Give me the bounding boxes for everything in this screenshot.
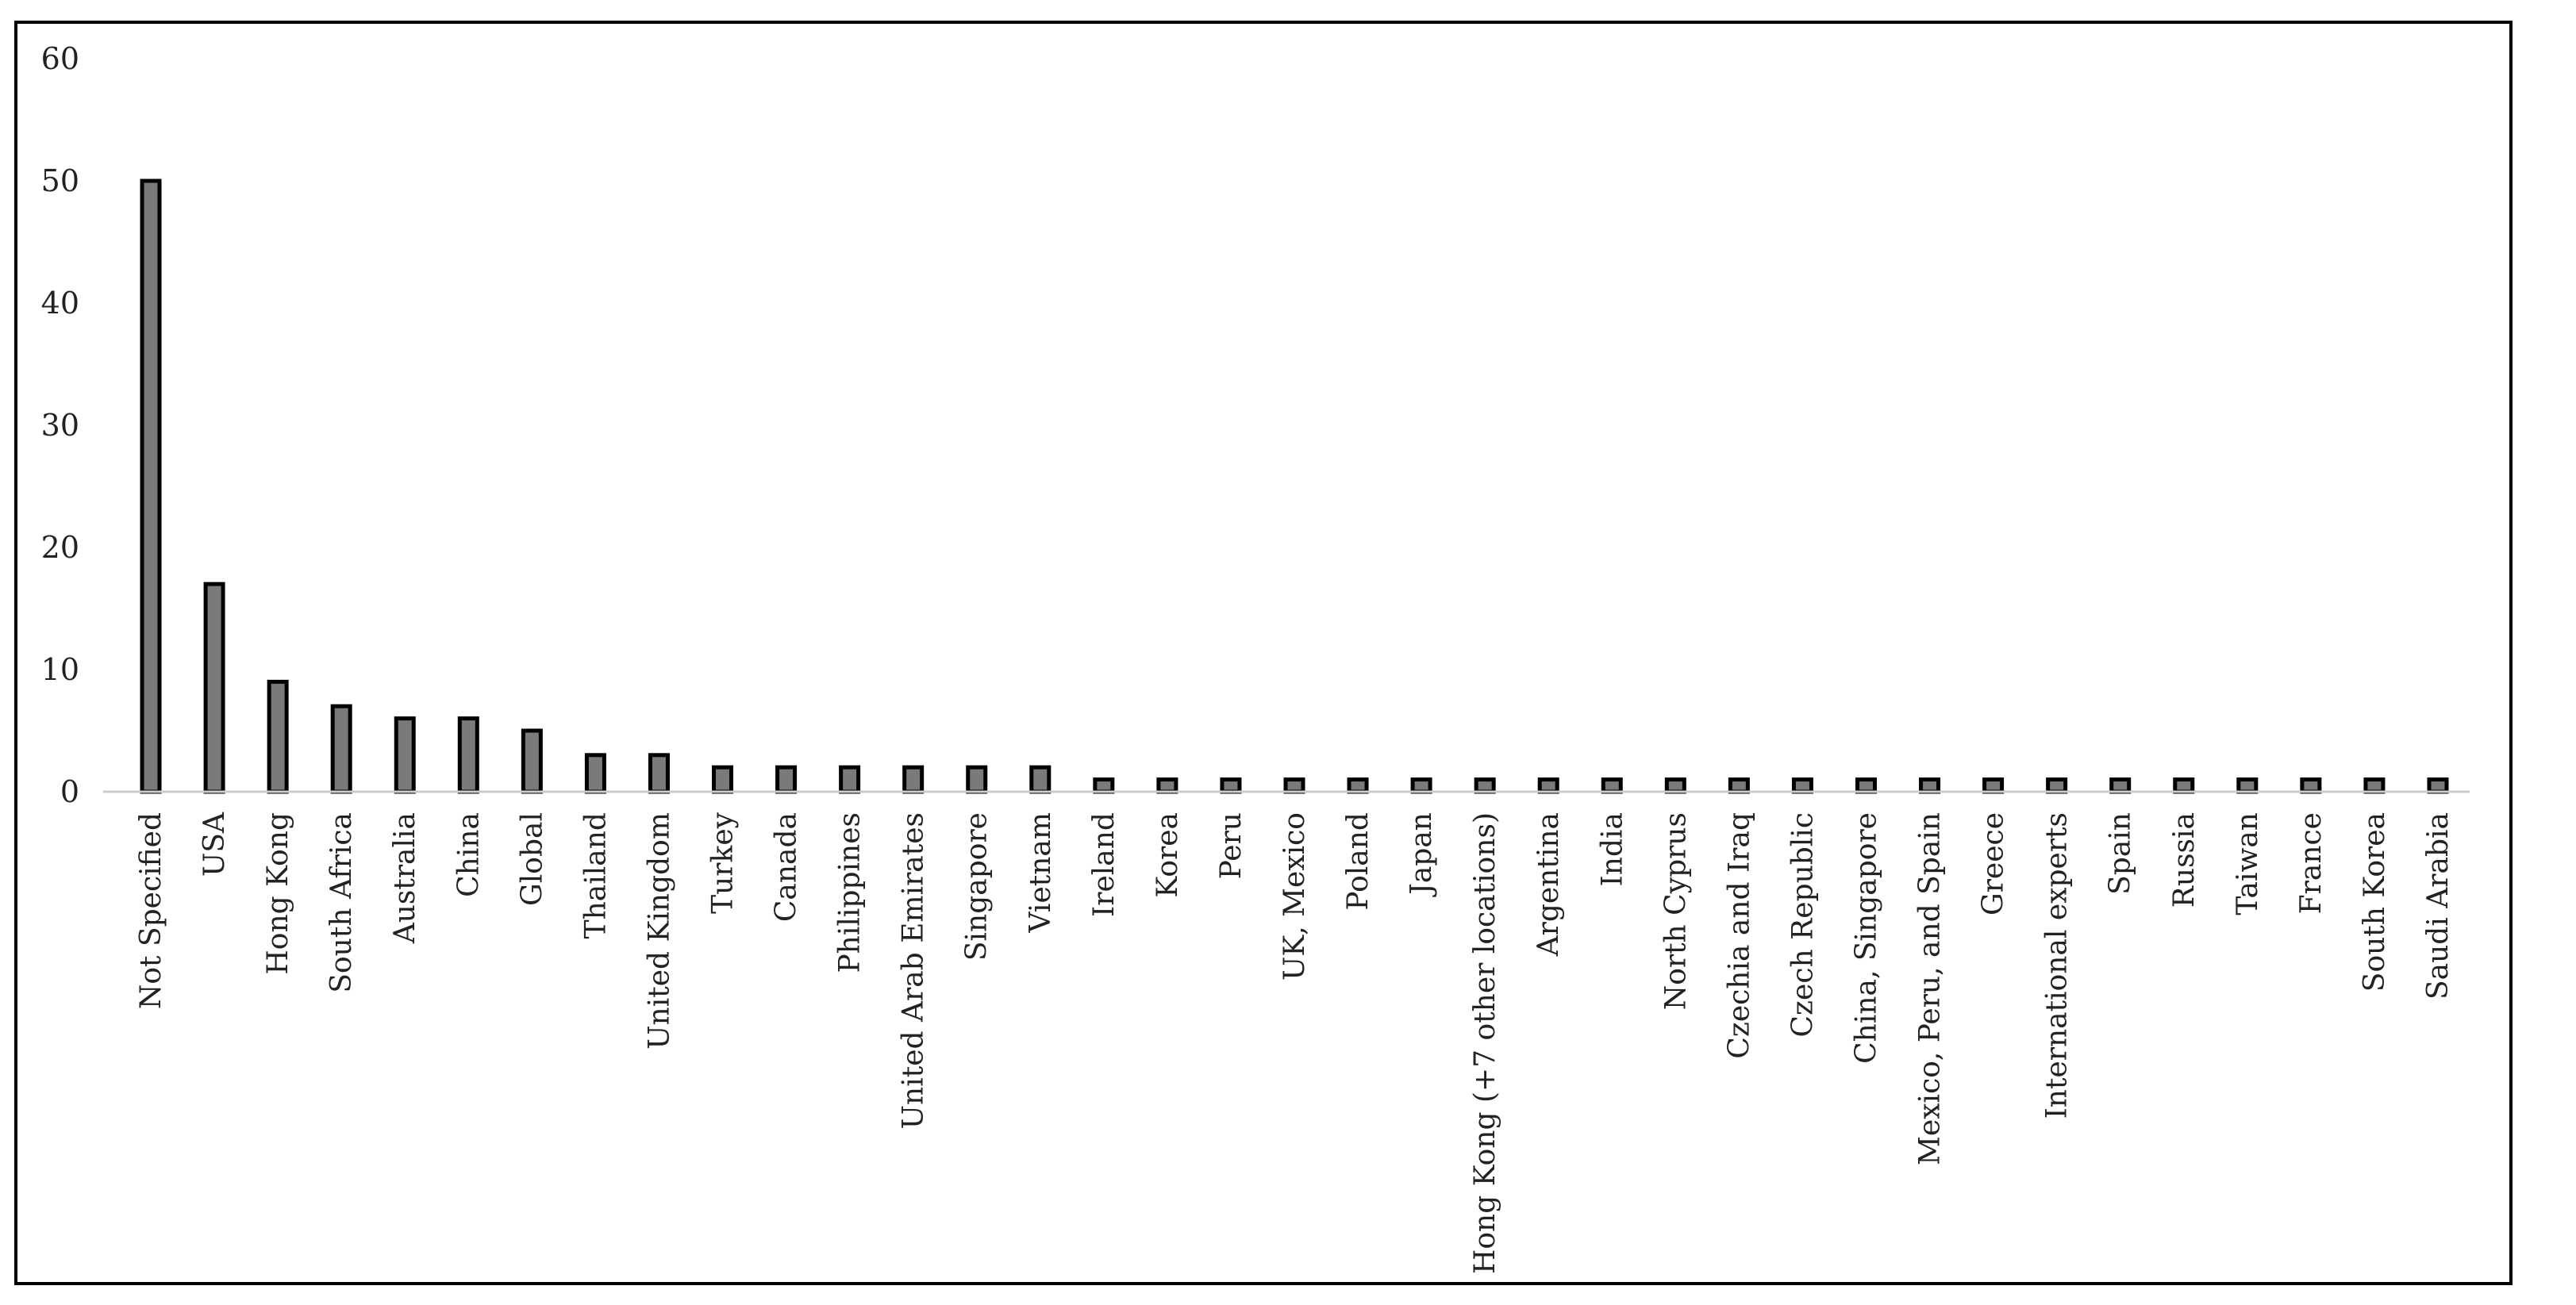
bar (140, 178, 162, 794)
x-tick-label: Argentina (1532, 812, 1565, 957)
x-tick-label: Czechia and Iraq (1723, 812, 1755, 1059)
bar (902, 765, 925, 794)
x-tick-label: Poland (1342, 812, 1375, 911)
x-axis-labels: Not Specified USA Hong Kong South Africa Aus… (135, 812, 2455, 1274)
x-tick-label: Mexico, Peru, and Spain (1914, 812, 1947, 1165)
x-tick-label: Ireland (1088, 812, 1121, 917)
y-tick-label: 20 (41, 530, 79, 565)
x-tick-label: Peru (1215, 812, 1248, 879)
bar (1664, 777, 1686, 794)
x-tick-label: United Kingdom (643, 812, 675, 1050)
x-tick-label: China (452, 812, 485, 897)
bar (1919, 777, 1941, 794)
bar-chart: 0 10 20 30 40 50 60 Not Specified USA Hong Kong S… (41, 41, 2470, 1274)
bar (1601, 777, 1623, 794)
x-tick-label: USA (198, 812, 231, 877)
x-tick-label: South Africa (325, 812, 358, 993)
bar (203, 581, 225, 794)
bar (1855, 777, 1877, 794)
bars (140, 178, 2449, 794)
bar (1728, 777, 1750, 794)
bar (267, 679, 289, 794)
bar (1156, 777, 1178, 794)
x-tick-label: United Arab Emirates (898, 812, 930, 1129)
x-tick-label: Hong Kong (+7 other locations) (1469, 812, 1501, 1274)
bar (330, 704, 352, 794)
bar (1283, 777, 1305, 794)
x-tick-label: Global (516, 812, 548, 906)
bar (2300, 777, 2322, 794)
bar (2046, 777, 2068, 794)
x-tick-label: Not Specified (135, 812, 167, 1009)
x-tick-label: North Cyprus (1659, 812, 1692, 1010)
x-tick-label: Australia (389, 812, 421, 944)
x-tick-label: Canada (771, 812, 803, 922)
bar (1791, 777, 1813, 794)
bar (394, 716, 416, 794)
x-tick-label: Taiwan (2232, 812, 2264, 915)
bar (2173, 777, 2195, 794)
bar (839, 765, 861, 794)
y-tick-label: 10 (41, 652, 79, 687)
x-tick-label: Greece (1978, 812, 2010, 915)
bar (1982, 777, 2005, 794)
bar (648, 753, 670, 794)
x-tick-label: Saudi Arabia (2422, 812, 2455, 1000)
bar (2236, 777, 2259, 794)
bar (2109, 777, 2132, 794)
x-tick-label: Russia (2168, 812, 2201, 908)
x-tick-label: Vietnam (1025, 812, 1057, 933)
bar (966, 765, 988, 794)
bar (521, 728, 543, 794)
x-tick-label: UK, Mexico (1278, 812, 1311, 981)
x-tick-label: Thailand (579, 812, 612, 938)
bar (1347, 777, 1369, 794)
bar (457, 716, 479, 794)
y-tick-label: 40 (41, 286, 79, 320)
bar (1093, 777, 1115, 794)
x-tick-label: International experts (2041, 812, 2074, 1119)
x-tick-label: Korea (1152, 812, 1184, 898)
x-tick-label: Hong Kong (262, 812, 294, 975)
x-tick-label: Philippines (834, 812, 867, 973)
x-tick-label: India (1596, 812, 1628, 886)
bar (2427, 777, 2449, 794)
bar (2363, 777, 2386, 794)
chart-frame: 0 10 20 30 40 50 60 Not Specified USA Hong Kong S… (14, 21, 2513, 1285)
x-tick-label: Singapore (961, 812, 994, 961)
x-tick-label: China, Singapore (1850, 812, 1882, 1064)
x-tick-label: Japan (1405, 812, 1438, 898)
y-tick-label: 0 (60, 774, 79, 809)
bar (775, 765, 798, 794)
bar (712, 765, 734, 794)
x-tick-label: South Korea (2359, 812, 2391, 992)
bar (1220, 777, 1242, 794)
bar (1537, 777, 1559, 794)
y-tick-label: 30 (41, 408, 79, 443)
y-tick-label: 60 (41, 41, 79, 76)
x-tick-label: Spain (2105, 812, 2137, 895)
y-axis-ticks: 0 10 20 30 40 50 60 (41, 41, 79, 809)
x-tick-label: Czech Republic (1786, 812, 1819, 1037)
y-tick-label: 50 (41, 163, 79, 198)
bar (1474, 777, 1496, 794)
bar (1029, 765, 1052, 794)
bar (1410, 777, 1432, 794)
bar (584, 753, 606, 794)
x-tick-label: France (2295, 812, 2328, 914)
x-tick-label: Turkey (707, 812, 740, 914)
